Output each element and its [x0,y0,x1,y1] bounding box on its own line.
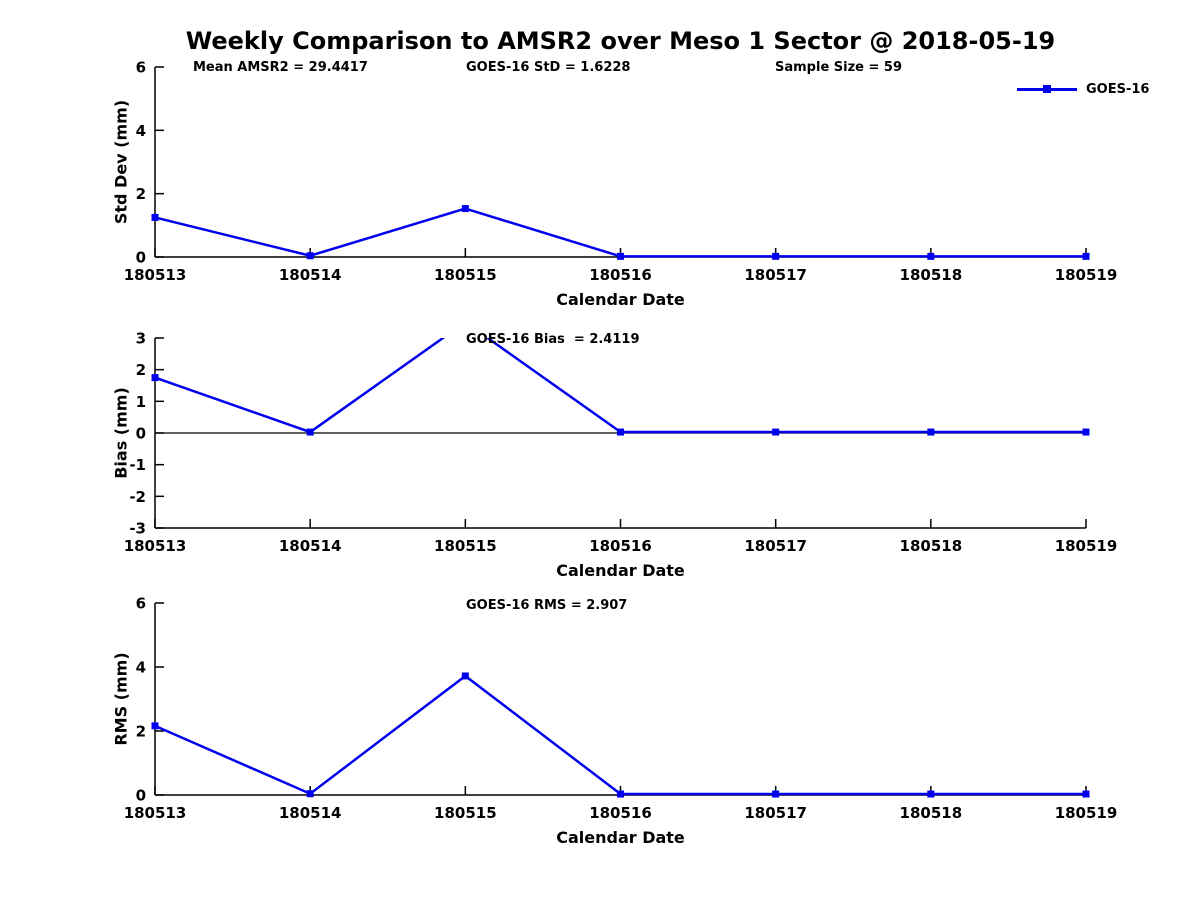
y-tick-label: 3 [136,330,146,348]
series-line [154,674,1086,796]
annotation-goes16-rms: GOES-16 RMS = 2.907 [466,598,628,613]
series-GOES-16 [151,205,1090,260]
annotation-mean-amsr2: Mean AMSR2 = 29.4417 [193,60,368,75]
data-point-marker [927,252,935,260]
x-tick-label: 180517 [744,804,807,822]
legend: GOES-16 [1017,78,1149,100]
x-tick-label: 180514 [279,537,342,555]
data-point-marker [617,252,624,260]
subplot-bias: -3 -2 -1 0 1 2 3 180513 180514 180515 180516 180517… [124,319,1118,556]
x-tick-label: 180513 [124,804,187,822]
y-tick-label: 1 [136,393,146,411]
data-point-marker [617,428,624,436]
data-point-marker [927,790,935,798]
x-axis-label-calendar-date-1: Calendar Date [556,290,685,309]
annotation-goes16-std: GOES-16 StD = 1.6228 [466,60,631,75]
data-point-marker [306,428,314,436]
y-tick-label: 4 [136,659,146,677]
data-point-marker [461,205,469,213]
data-point-marker [462,319,469,326]
x-axis-label-calendar-date-3: Calendar Date [556,828,685,847]
data-point-marker [772,428,780,436]
data-point-marker [151,722,159,730]
x-tick-label: 180518 [900,537,963,555]
x-tick-label: 180514 [279,266,342,284]
y-axis-label-bias: Bias (mm) [111,387,131,479]
y-tick-label: 2 [136,361,146,379]
subplot-std-dev: 0 2 4 6 180513 180514 180515 180516 180517 180518… [124,59,1118,285]
data-point-marker [1082,790,1090,798]
legend-square-marker-icon [1043,84,1051,93]
x-tick-label: 180517 [744,266,807,284]
x-tick-label: 180519 [1055,266,1118,284]
legend-line-sample [1017,84,1077,93]
series-GOES-16 [151,319,1090,436]
data-point-marker [151,374,159,382]
x-tick-label: 180519 [1055,804,1118,822]
y-axis-label-rms: RMS (mm) [111,652,131,746]
data-point-marker [306,252,314,260]
y-tick-label: 4 [136,122,146,140]
x-tick-label: 180516 [589,266,652,284]
y-tick-label: 2 [136,185,146,203]
data-point-marker [617,790,624,798]
x-tick-label: 180515 [434,804,497,822]
x-tick-label: 180518 [900,266,963,284]
chart-title: Weekly Comparison to AMSR2 over Meso 1 S… [185,27,1056,55]
annotation-goes16-bias: GOES-16 Bias = 2.4119 [466,332,640,347]
y-tick-label: -1 [129,456,146,474]
x-tick-label: 180514 [279,804,342,822]
y-tick-label: 0 [136,249,146,267]
y-tick-label: 0 [136,425,146,443]
y-tick-label: 6 [136,595,146,613]
x-tick-label: 180518 [900,804,963,822]
data-point-marker [151,213,159,221]
y-tick-label: -2 [129,488,146,506]
annotation-sample-size: Sample Size = 59 [775,60,903,75]
x-axis-label-calendar-date-2: Calendar Date [556,561,685,580]
x-tick-label: 180513 [124,537,187,555]
y-tick-label: 6 [136,59,146,77]
data-point-marker [1082,428,1090,436]
data-point-marker [306,790,314,798]
data-point-marker [461,672,469,680]
y-axis-label-std-dev: Std Dev (mm) [111,99,131,225]
data-point-marker [772,790,780,798]
x-tick-label: 180516 [589,537,652,555]
x-tick-label: 180515 [434,266,497,284]
legend-label: GOES-16 [1086,81,1150,97]
data-point-marker [772,252,780,260]
x-tick-label: 180515 [434,537,497,555]
x-tick-label: 180519 [1055,537,1118,555]
y-tick-label: 2 [136,723,146,741]
x-tick-label: 180516 [589,804,652,822]
x-tick-label: 180513 [124,266,187,284]
x-tick-label: 180517 [744,537,807,555]
data-point-marker [1082,252,1090,260]
subplot-rms: 0 2 4 6 180513 180514 180515 180516 180517 180518… [124,595,1118,823]
series-GOES-16 [151,672,1090,798]
y-tick-label: -3 [129,520,146,538]
data-point-marker [927,428,935,436]
y-tick-label: 0 [136,787,146,805]
